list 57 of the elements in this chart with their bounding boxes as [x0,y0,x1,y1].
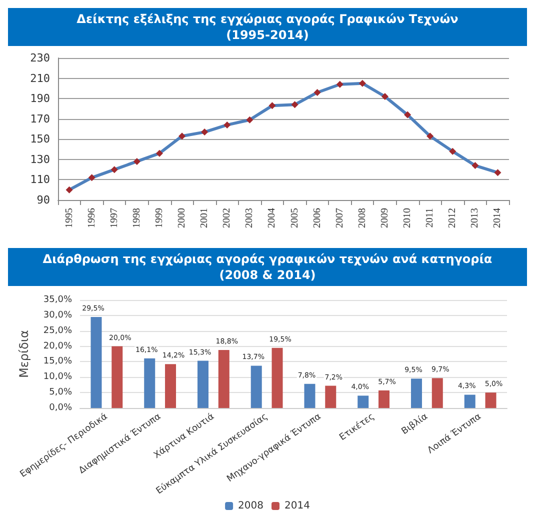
y-tick-label: 210 [30,72,50,85]
bar [485,392,496,408]
bar [90,316,102,408]
y-tick-label: 5,0% [49,388,72,398]
y-tick-label: 190 [30,92,50,106]
bar [432,378,443,408]
bar [218,350,230,408]
y-tick-label: 150 [30,132,50,146]
bar [112,346,123,408]
y-tick-label: 30,0% [43,310,72,320]
x-tick-label: 2013 [470,208,481,228]
y-tick-label: 25,0% [43,326,72,336]
x-tick-label: 2004 [266,208,278,228]
y-tick-label: 90 [36,194,50,206]
chart-title: Διάρθρωση της εγχώριας αγοράς γραφικών τεχνών ανά κατηγορία (2008 & 2014) [8,248,527,286]
x-tick-label: 2001 [199,208,210,228]
bar [464,394,476,408]
x-tick-label: 1998 [131,208,142,228]
x-tick-label: 1995 [64,208,75,228]
x-tick-label: 2002 [222,208,233,228]
bar [378,390,390,408]
bar [325,386,336,408]
x-tick-label: 1996 [86,208,98,228]
y-tick-label: 15,0% [43,356,72,367]
x-tick-label: 2010 [402,208,414,228]
bar [410,378,422,408]
x-tick-label: 2003 [244,208,256,228]
bar [197,360,208,408]
x-tick-label: 2000 [176,208,188,228]
y-tick-label: 10,0% [43,372,72,382]
bar [304,384,316,408]
bar [358,396,369,408]
legend-label: 2014 [284,500,310,512]
y-tick-label: 230 [30,52,50,64]
y-tick-label: 35,0% [43,295,72,305]
chart-title: Δείκτης εξέλιξης της εγχώριας αγοράς Γραφικών Τεχνών (1995-2014) [8,8,527,46]
x-tick-label: 2009 [379,208,390,228]
x-tick-label: 2007 [334,208,346,228]
x-tick-label: 1997 [108,208,120,228]
bar [144,358,156,408]
y-tick-label: 170 [30,112,50,126]
y-tick-label: 130 [30,152,50,166]
bar [272,348,283,408]
bar [165,364,176,408]
y-tick-label: 20,0% [43,341,72,352]
x-tick-label: 2008 [356,208,368,228]
x-tick-label: 2006 [312,208,323,228]
x-tick-label: 1999 [154,208,165,228]
y-tick-label: 110 [30,173,50,186]
y-tick-label: 0,0% [49,403,72,413]
y-axis-title: Μερίδια [17,330,31,378]
x-tick-label: 2014 [492,208,504,228]
x-tick-label: 2005 [289,208,300,228]
bar [250,366,262,408]
x-tick-label: 2012 [447,208,458,228]
x-tick-label: 2011 [424,208,436,228]
legend-label: 2008 [238,500,264,512]
